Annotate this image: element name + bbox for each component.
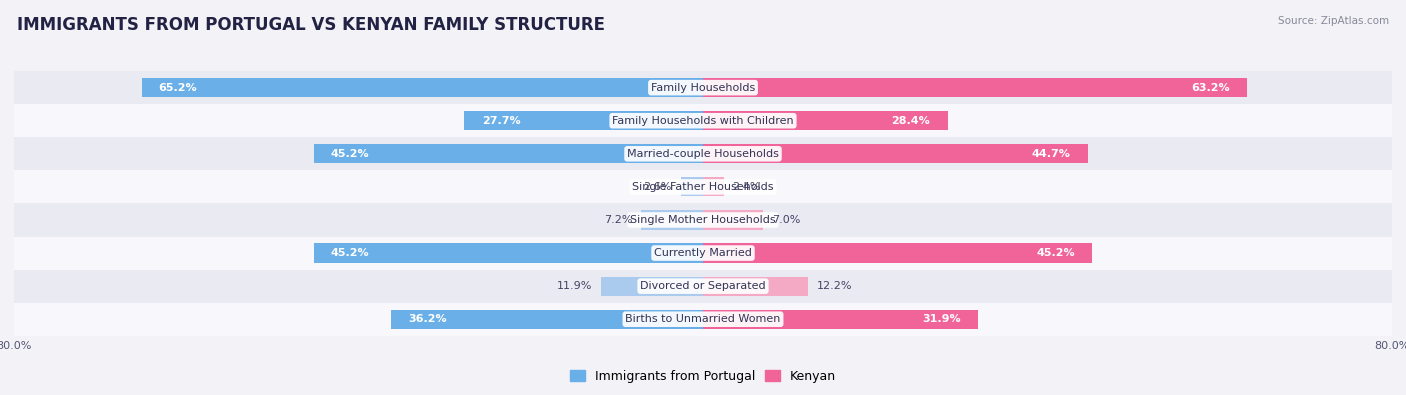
Bar: [14, 104, 1392, 137]
Bar: [14, 170, 1392, 203]
Bar: [600, 276, 703, 296]
Text: 45.2%: 45.2%: [330, 248, 370, 258]
Bar: [681, 177, 703, 196]
Text: Births to Unmarried Women: Births to Unmarried Women: [626, 314, 780, 324]
Bar: [14, 237, 1392, 269]
Bar: [703, 78, 1247, 97]
Bar: [142, 78, 703, 97]
Bar: [464, 111, 703, 130]
Bar: [703, 177, 724, 196]
Bar: [14, 137, 1392, 170]
Bar: [703, 276, 808, 296]
Legend: Immigrants from Portugal, Kenyan: Immigrants from Portugal, Kenyan: [565, 365, 841, 388]
Text: 12.2%: 12.2%: [817, 281, 852, 291]
Bar: [703, 243, 1092, 263]
Text: 36.2%: 36.2%: [409, 314, 447, 324]
Text: 7.0%: 7.0%: [772, 215, 800, 225]
Text: 2.6%: 2.6%: [644, 182, 672, 192]
Text: Married-couple Households: Married-couple Households: [627, 149, 779, 159]
Bar: [14, 303, 1392, 336]
Text: 27.7%: 27.7%: [482, 116, 520, 126]
Text: 45.2%: 45.2%: [1036, 248, 1076, 258]
Bar: [14, 203, 1392, 237]
Text: 31.9%: 31.9%: [922, 314, 960, 324]
Bar: [14, 269, 1392, 303]
Bar: [703, 310, 977, 329]
Text: Single Mother Households: Single Mother Households: [630, 215, 776, 225]
Bar: [703, 111, 948, 130]
Text: 63.2%: 63.2%: [1191, 83, 1230, 93]
Text: 7.2%: 7.2%: [605, 215, 633, 225]
Bar: [703, 211, 763, 229]
Text: Source: ZipAtlas.com: Source: ZipAtlas.com: [1278, 16, 1389, 26]
Bar: [314, 144, 703, 164]
Bar: [641, 211, 703, 229]
Text: Family Households with Children: Family Households with Children: [612, 116, 794, 126]
Text: 44.7%: 44.7%: [1032, 149, 1071, 159]
Bar: [314, 243, 703, 263]
Text: IMMIGRANTS FROM PORTUGAL VS KENYAN FAMILY STRUCTURE: IMMIGRANTS FROM PORTUGAL VS KENYAN FAMIL…: [17, 16, 605, 34]
Text: Currently Married: Currently Married: [654, 248, 752, 258]
Text: 11.9%: 11.9%: [557, 281, 592, 291]
Bar: [703, 144, 1088, 164]
Text: Divorced or Separated: Divorced or Separated: [640, 281, 766, 291]
Text: Single Father Households: Single Father Households: [633, 182, 773, 192]
Text: 2.4%: 2.4%: [733, 182, 761, 192]
Text: 65.2%: 65.2%: [159, 83, 197, 93]
Text: 28.4%: 28.4%: [891, 116, 931, 126]
Bar: [14, 71, 1392, 104]
Text: Family Households: Family Households: [651, 83, 755, 93]
Text: 45.2%: 45.2%: [330, 149, 370, 159]
Bar: [391, 310, 703, 329]
